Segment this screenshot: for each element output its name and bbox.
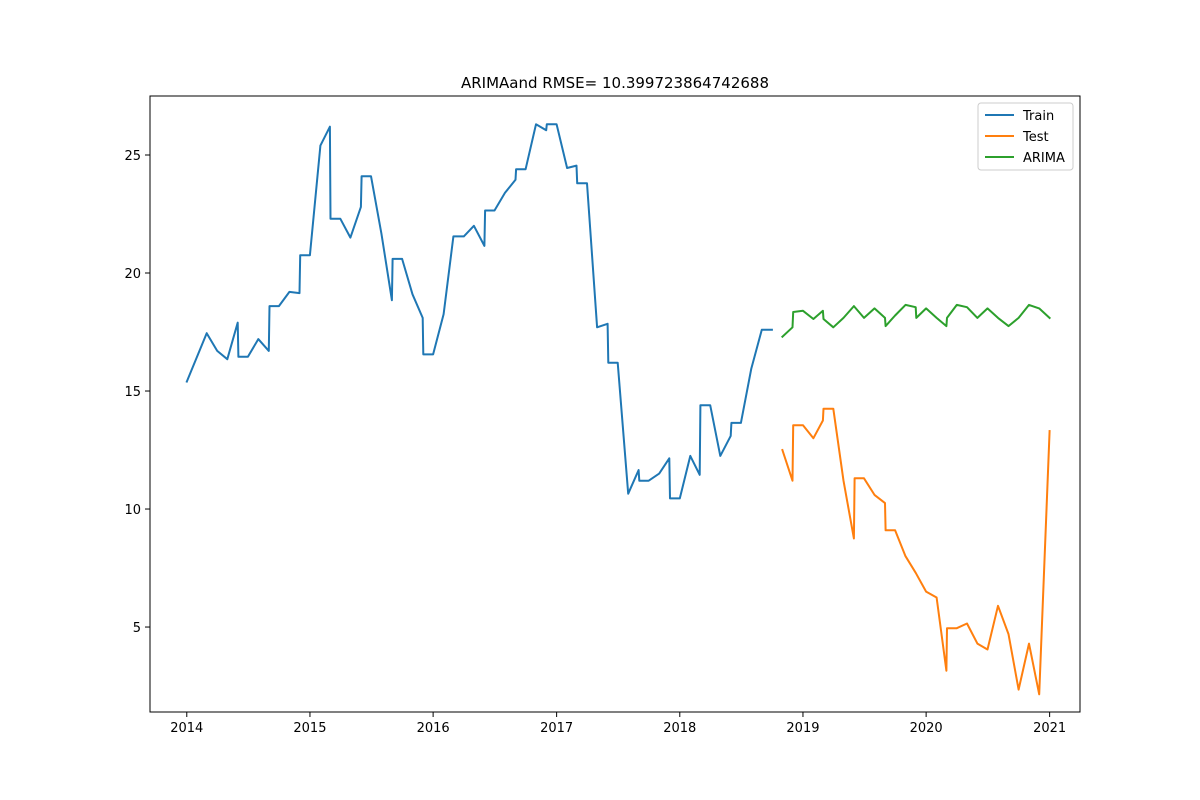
x-axis: 2014 2015 2016 2017 2018 2019 2020 2021 [170, 712, 1066, 736]
y-axis: 5 10 15 20 25 [124, 149, 150, 636]
x-tick-label: 2015 [293, 721, 326, 736]
x-tick-label: 2021 [1033, 721, 1066, 736]
series-line-train [185, 123, 773, 500]
series-line-arima [780, 303, 1052, 339]
legend-box [977, 102, 1074, 171]
legend-label-train: Train [1022, 109, 1054, 124]
legend: Train Test ARIMA [977, 102, 1074, 171]
x-tick-label: 2016 [417, 721, 450, 736]
x-tick-label: 2019 [786, 721, 819, 736]
y-tick-label: 20 [124, 267, 141, 282]
chart-title: ARIMAand RMSE= 10.399723864742688 [461, 74, 769, 92]
legend-label-arima: ARIMA [1023, 151, 1065, 166]
y-tick-label: 5 [133, 621, 141, 636]
legend-label-test: Test [1022, 130, 1049, 145]
x-tick-label: 2018 [663, 721, 696, 736]
y-tick-label: 25 [124, 149, 141, 164]
series-line-test [781, 407, 1051, 696]
x-tick-label: 2014 [170, 721, 203, 736]
y-tick-label: 10 [124, 503, 141, 518]
x-tick-label: 2017 [540, 721, 573, 736]
axes-frame [149, 95, 1081, 713]
plot-area [185, 123, 1052, 696]
x-tick-label: 2020 [910, 721, 943, 736]
y-tick-label: 15 [124, 385, 141, 400]
